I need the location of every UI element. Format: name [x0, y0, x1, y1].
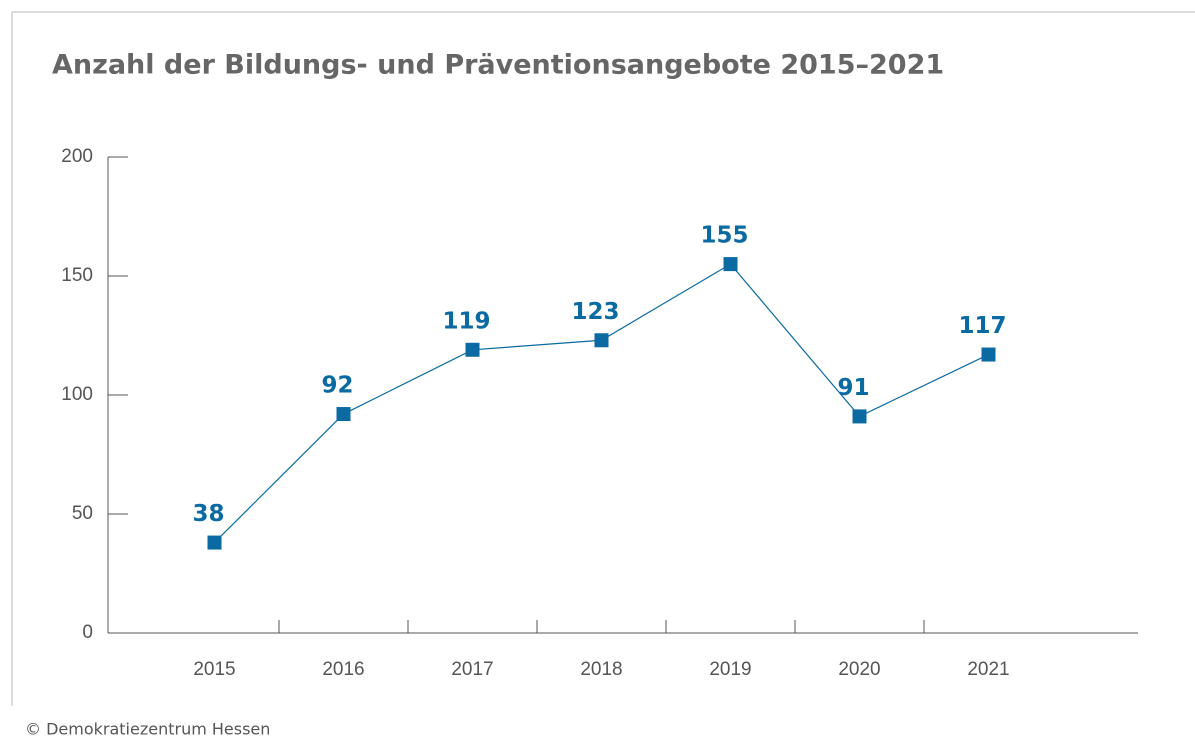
data-label: 91 [837, 375, 869, 401]
y-tick-label: 0 [82, 622, 93, 643]
chart-title: Anzahl der Bildungs- und Präventionsange… [52, 50, 944, 81]
source: © Demokratiezentrum Hessen [25, 720, 270, 739]
y-tick-label: 150 [61, 265, 93, 286]
marker [852, 409, 867, 424]
marker [207, 535, 222, 550]
x-tick-label: 2019 [709, 659, 751, 680]
marker [336, 407, 351, 422]
data-label: 117 [958, 313, 1006, 339]
y-tick-label: 200 [61, 146, 93, 167]
marker [465, 342, 480, 357]
x-tick-label: 2017 [451, 659, 493, 680]
x-tick-label: 2016 [322, 659, 364, 680]
marker [981, 347, 996, 362]
x-tick-label: 2015 [193, 659, 235, 680]
data-label: 38 [192, 501, 224, 527]
data-label: 92 [321, 373, 353, 399]
y-tick-label: 50 [72, 503, 93, 524]
data-label: 155 [700, 223, 748, 249]
marker [723, 257, 738, 272]
x-tick-label: 2021 [967, 659, 1009, 680]
data-label: 119 [442, 308, 490, 334]
x-tick-label: 2018 [580, 659, 622, 680]
y-tick-label: 100 [61, 384, 93, 405]
x-tick-label: 2020 [838, 659, 880, 680]
data-label: 123 [571, 299, 619, 325]
marker [594, 333, 609, 348]
